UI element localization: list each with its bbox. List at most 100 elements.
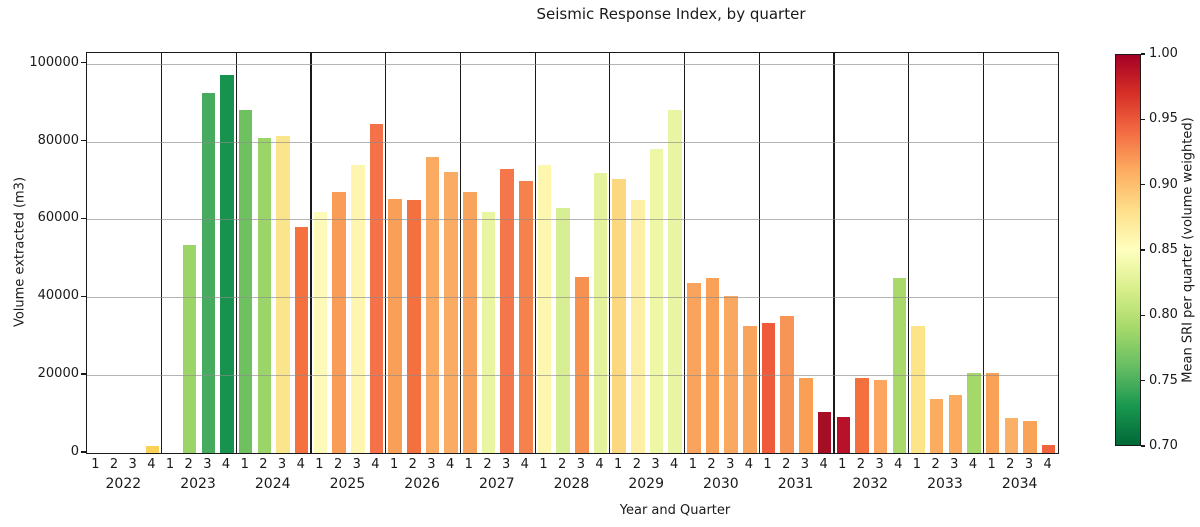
x-tick-quarter-label: 2 (259, 457, 268, 472)
x-tick-quarter-label: 4 (670, 457, 679, 472)
bar-2023-q4 (220, 75, 234, 453)
bar-2024-q2 (257, 137, 272, 453)
x-tick-quarter-label: 1 (389, 457, 399, 472)
bar-2034-q1 (985, 372, 1000, 453)
x-tick-year-label: 2024 (254, 476, 291, 492)
x-tick-quarter-label: 4 (221, 457, 231, 472)
x-tick-year-label: 2025 (329, 476, 366, 492)
colorbar-tick-mark (1141, 118, 1145, 120)
bar-2025-q2 (332, 192, 346, 453)
colorbar-tick-label: 0.95 (1149, 111, 1178, 127)
bar-2029-q3 (649, 149, 664, 453)
bar-2033-q2 (929, 398, 944, 453)
bar-2027-q1 (463, 192, 477, 453)
x-tick-quarter-label: 4 (445, 457, 455, 472)
year-separator (683, 53, 686, 453)
y-tick-mark (81, 451, 86, 453)
x-tick-quarter-label: 4 (595, 457, 604, 472)
x-tick-quarter-label: 3 (800, 457, 810, 472)
x-tick-quarter-label: 4 (968, 457, 978, 472)
colorbar-tick-mark (1141, 380, 1145, 382)
x-tick-quarter-label: 2 (408, 457, 417, 472)
x-tick-year-label: 2030 (703, 476, 739, 492)
y-tick-label: 0 (70, 444, 79, 459)
x-tick-quarter-label: 1 (165, 457, 175, 472)
bar-2023-q3 (201, 92, 216, 453)
x-tick-quarter-label: 2 (856, 457, 866, 472)
colorbar-tick-label: 0.70 (1149, 438, 1178, 453)
x-tick-quarter-label: 2 (558, 457, 567, 472)
x-tick-quarter-label: 3 (651, 457, 660, 472)
colorbar-tick-mark (1141, 249, 1145, 251)
x-tick-quarter-label: 4 (1043, 457, 1052, 472)
y-tick-label: 100000 (29, 54, 79, 70)
bar-2026-q1 (388, 198, 402, 453)
bar-2034-q3 (1023, 420, 1037, 453)
bar-2031-q2 (780, 315, 794, 453)
x-tick-quarter-label: 3 (277, 457, 287, 472)
y-tick-mark (81, 139, 86, 142)
x-tick-quarter-label: 4 (520, 457, 529, 472)
x-tick-year-label: 2033 (927, 476, 963, 492)
colorbar-tick-mark (1141, 314, 1145, 316)
gridline-20000 (87, 375, 1058, 377)
x-tick-year-label: 2029 (628, 476, 664, 492)
x-tick-year-label: 2028 (553, 476, 590, 492)
bar-2028-q3 (575, 277, 589, 453)
x-tick-quarter-label: 1 (91, 457, 100, 472)
x-tick-quarter-label: 3 (576, 457, 585, 472)
bar-2034-q2 (1004, 417, 1019, 453)
x-tick-quarter-label: 1 (763, 457, 772, 472)
gridline-60000 (87, 219, 1058, 221)
x-tick-quarter-label: 2 (483, 457, 492, 472)
bar-2030-q3 (724, 296, 738, 453)
x-tick-quarter-label: 2 (1006, 457, 1015, 472)
x-tick-quarter-label: 2 (333, 457, 343, 472)
bar-2027-q3 (500, 168, 514, 453)
x-tick-quarter-label: 1 (614, 457, 623, 472)
y-tick-label: 80000 (37, 132, 79, 148)
x-tick-quarter-label: 3 (1024, 457, 1034, 472)
bar-2034-q4 (1041, 445, 1056, 453)
colorbar-tick-mark (1141, 184, 1145, 186)
year-separator (758, 53, 760, 453)
y-tick-label: 20000 (37, 366, 79, 382)
gridline-100000 (87, 63, 1058, 65)
y-tick-mark (81, 217, 86, 220)
bar-2026-q3 (425, 157, 440, 453)
x-tick-quarter-label: 1 (912, 457, 922, 472)
colorbar-tick-mark (1141, 53, 1145, 55)
bar-2027-q4 (519, 181, 533, 453)
x-tick-year-label: 2023 (180, 476, 216, 492)
x-tick-quarter-label: 4 (147, 457, 156, 472)
bar-2025-q4 (369, 124, 384, 453)
bar-2032-q4 (892, 277, 907, 453)
year-separator (459, 53, 462, 453)
x-tick-quarter-label: 4 (296, 457, 305, 472)
bar-2030-q1 (687, 282, 701, 453)
bar-2029-q4 (668, 110, 682, 453)
bar-2030-q4 (743, 326, 757, 453)
bar-2025-q3 (351, 164, 365, 453)
chart-title: Seismic Response Index, by quarter (536, 5, 806, 23)
bar-2028-q4 (593, 173, 608, 453)
gridline-40000 (87, 297, 1058, 299)
x-tick-quarter-label: 2 (632, 457, 641, 472)
x-tick-year-label: 2026 (404, 476, 440, 492)
colorbar-label: Mean SRI per quarter (volume weighted) (1180, 117, 1196, 383)
bar-2022-q4 (145, 446, 160, 453)
bar-2032-q2 (855, 378, 869, 453)
x-tick-quarter-label: 1 (539, 457, 548, 472)
year-separator (907, 53, 910, 453)
bar-2033-q1 (911, 326, 925, 453)
bar-2033-q3 (948, 395, 963, 453)
colorbar-tick-label: 0.80 (1149, 307, 1178, 323)
x-tick-quarter-label: 1 (987, 457, 996, 472)
x-tick-quarter-label: 4 (819, 457, 828, 472)
x-tick-quarter-label: 3 (875, 457, 884, 472)
year-separator (982, 53, 984, 453)
x-tick-quarter-label: 3 (502, 457, 511, 472)
x-tick-quarter-label: 3 (203, 457, 212, 472)
bar-2023-q2 (182, 244, 197, 453)
